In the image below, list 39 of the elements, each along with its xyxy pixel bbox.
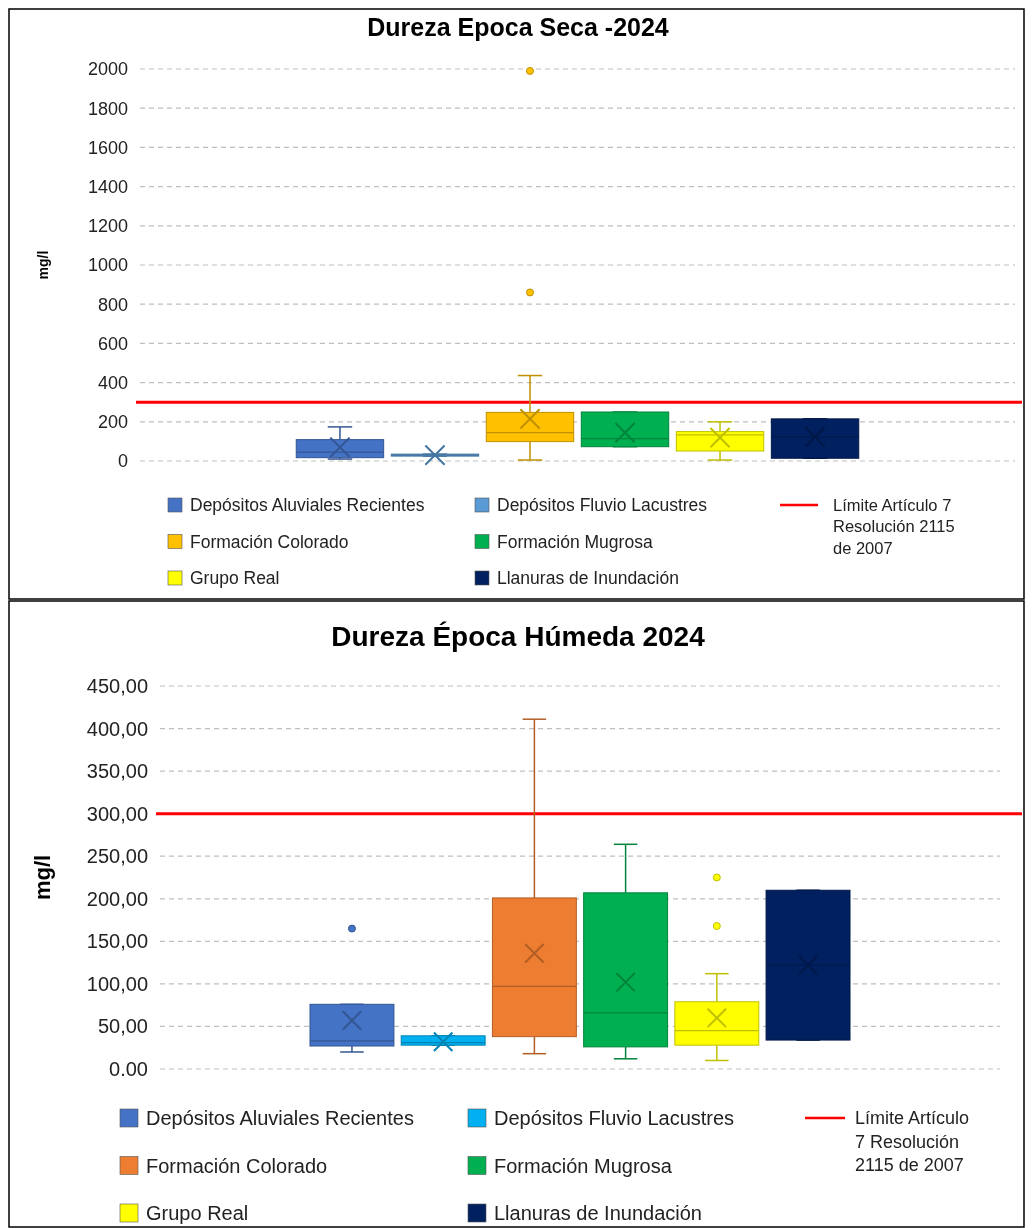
y-tick-label: 0 — [117, 451, 128, 472]
y-tick-label: 2000 — [87, 59, 128, 80]
y-tick-label: 100,00 — [86, 972, 148, 995]
legend-label: Formación Colorado — [146, 1154, 328, 1177]
y-tick-label: 150,00 — [86, 930, 148, 953]
legend-label: Grupo Real — [190, 568, 280, 589]
y-tick-label: 300,00 — [86, 802, 148, 825]
y-tick-label: 250,00 — [86, 845, 148, 868]
y-tick-label: 200,00 — [86, 887, 148, 910]
legend-label: Llanuras de Inundación — [497, 568, 679, 589]
legend-label: Límite Artículo 7 Resolución 2115 de 2007 — [855, 1108, 970, 1176]
y-axis-title: mg/l — [30, 854, 55, 901]
y-axis-title: mg/l — [35, 250, 51, 280]
legend-label: Depósitos Aluviales Recientes — [190, 495, 425, 516]
legend-label: Grupo Real — [146, 1202, 249, 1224]
legend-label: Llanuras de Inundación — [494, 1202, 702, 1224]
legend-label: Formación Colorado — [190, 531, 349, 552]
y-tick-label: 0.00 — [109, 1058, 148, 1080]
chart-title: Dureza Epoca Seca -2024 — [367, 13, 669, 41]
legend-label: Límite Artículo 7 Resolución 2115 de 2007 — [833, 495, 955, 557]
y-tick-label: 1800 — [87, 98, 128, 119]
y-tick-label: 1200 — [87, 216, 128, 237]
y-tick-label: 1000 — [87, 255, 128, 276]
y-tick-label: 350,00 — [86, 760, 148, 783]
legend-label: Depósitos Fluvio Lacustres — [497, 495, 708, 516]
y-tick-label: 1600 — [87, 137, 128, 158]
legend-label: Formación Mugrosa — [494, 1154, 673, 1177]
y-tick-label: 200 — [97, 412, 128, 433]
y-tick-label: 50,00 — [97, 1015, 148, 1038]
chart-title: Dureza Época Húmeda 2024 — [331, 621, 706, 652]
y-tick-label: 1400 — [87, 176, 128, 197]
legend-label: Depósitos Fluvio Lacustres — [494, 1107, 735, 1129]
legend-label: Depósitos Aluviales Recientes — [146, 1107, 414, 1129]
y-tick-label: 800 — [97, 294, 128, 315]
y-tick-label: 600 — [97, 333, 128, 354]
y-tick-label: 400 — [97, 372, 128, 393]
legend-label: Formación Mugrosa — [497, 531, 653, 552]
y-tick-label: 450,00 — [86, 675, 148, 697]
y-tick-label: 400,00 — [86, 717, 148, 740]
